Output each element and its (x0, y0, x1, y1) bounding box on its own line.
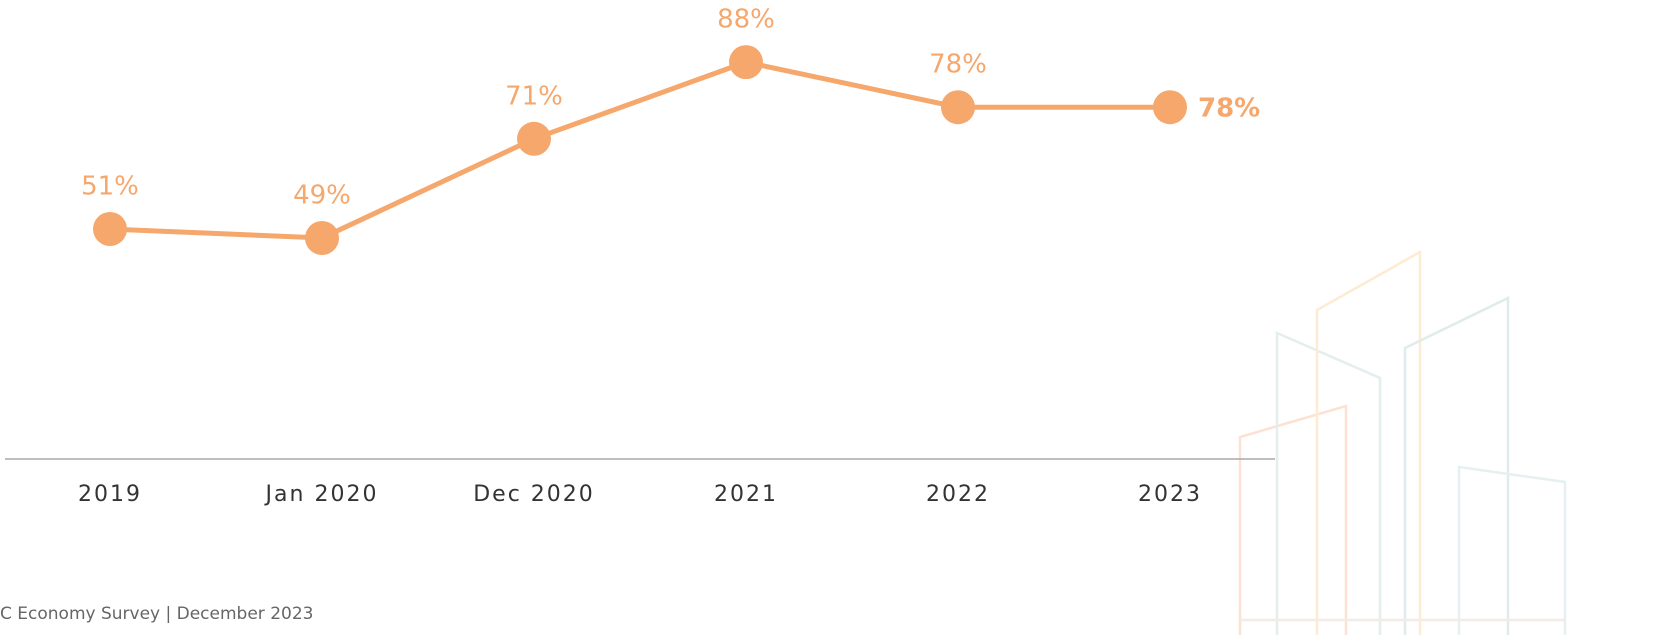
value-label: 51% (81, 171, 139, 201)
x-tick-label: 2022 (926, 482, 990, 507)
x-tick-label: 2023 (1138, 482, 1202, 507)
data-point (729, 45, 763, 79)
value-label: 71% (505, 81, 563, 111)
data-point (305, 221, 339, 255)
chart: C Economy Survey | December 2023 2019 Jan… (0, 0, 1680, 635)
x-tick-label: 2021 (714, 482, 778, 507)
footer: C Economy Survey | December 2023 (0, 604, 313, 624)
value-label: 88% (717, 5, 775, 35)
data-point (517, 122, 551, 156)
data-point (1153, 90, 1187, 124)
data-line (110, 62, 1170, 238)
x-tick-label: Dec 2020 (473, 482, 595, 507)
x-tick-label: Jan 2020 (264, 482, 379, 507)
value-label: 78% (1198, 94, 1260, 124)
data-point (93, 212, 127, 246)
building-decoration (1240, 252, 1565, 635)
data-point (941, 90, 975, 124)
value-label: 49% (293, 181, 351, 211)
value-label: 78% (929, 50, 987, 80)
x-tick-label: 2019 (78, 482, 142, 507)
